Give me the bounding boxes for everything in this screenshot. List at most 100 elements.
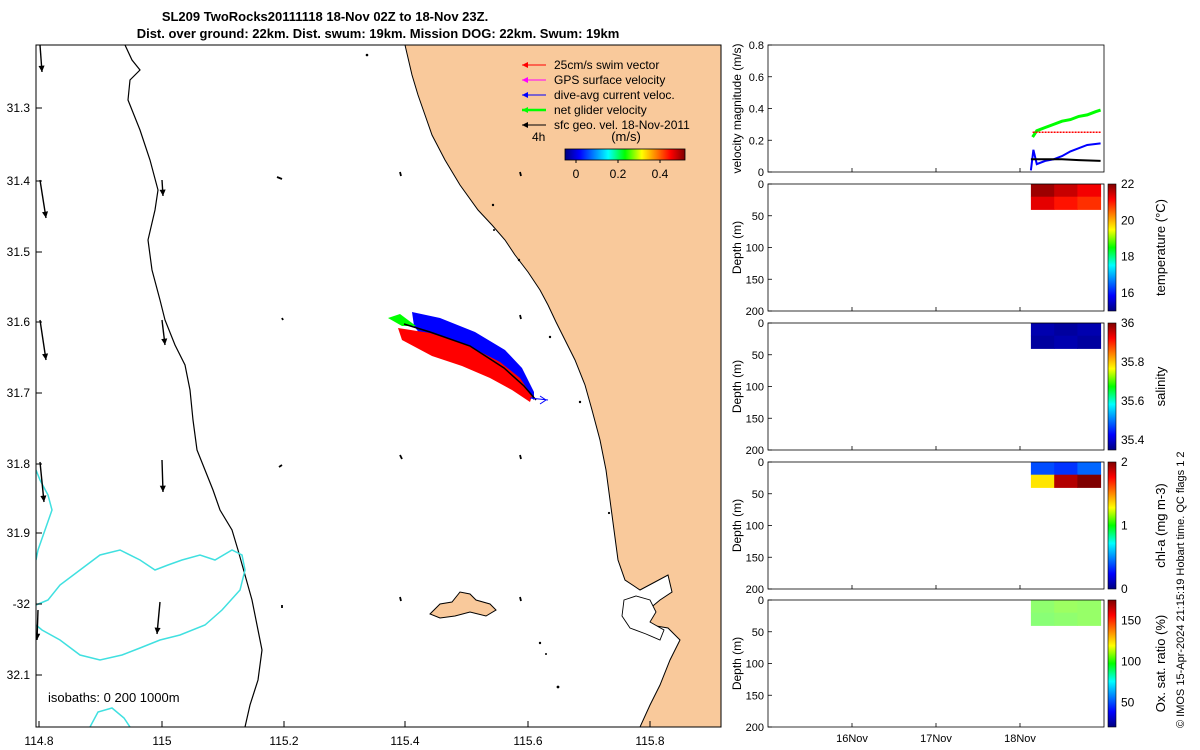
panel-y-tick-label: 200 xyxy=(746,445,764,457)
footer-credit: © IMOS 15-Apr-2024 21:15:19 Hobart time.… xyxy=(1175,451,1187,728)
section-panel: 50 100 150 Ox. sat. ratio (%) 0 50 100 150 200 De… xyxy=(730,595,1168,734)
legend-entry: GPS surface velocity xyxy=(522,73,665,87)
section-cell xyxy=(1054,474,1078,488)
map-y-tick-label: 32.1 xyxy=(7,668,31,682)
colorbar-tick-label: 1 xyxy=(1121,519,1128,533)
map-colorbar-tick-label: 0 xyxy=(573,167,580,181)
section-cell xyxy=(1054,184,1078,198)
geo-velocity-arrow xyxy=(39,461,47,503)
section-cell xyxy=(1030,323,1055,337)
map-frame xyxy=(35,44,722,728)
colorbar-tick-label: 16 xyxy=(1121,286,1135,300)
colorbar-tick-label: 35.6 xyxy=(1121,394,1145,408)
section-cell xyxy=(1077,323,1102,337)
coastline-land xyxy=(404,45,721,727)
geo-velocity-arrow-small xyxy=(519,171,522,177)
panel-y-tick-label: 50 xyxy=(752,350,764,362)
colorbar-tick-label: 100 xyxy=(1121,654,1141,668)
legend-entry: sfc geo. vel. 18-Nov-2011 xyxy=(522,118,690,132)
isobath-1000m-bottom xyxy=(89,707,131,727)
velocity-series xyxy=(1030,158,1101,162)
sfc-geo-velocity-arrows xyxy=(36,45,522,641)
panel-y-tick-label: 0 xyxy=(758,457,764,469)
section-cell xyxy=(1077,335,1102,349)
panel-y-tick-label: 100 xyxy=(746,243,764,255)
section-cell xyxy=(1077,196,1102,210)
estuary-water xyxy=(621,595,665,641)
legend-label: GPS surface velocity xyxy=(554,73,665,87)
map-x-tick-label: 115.6 xyxy=(513,734,542,748)
time-tick-label: 18Nov xyxy=(1004,733,1036,745)
map-x-tick-label: 115 xyxy=(152,734,171,748)
section-panel: 35.4 35.6 35.8 36 salinity 0 50 100 150 200 Depth … xyxy=(730,316,1168,457)
panel-y-tick-label: 150 xyxy=(746,413,764,425)
title-line-1: SL209 TwoRocks20111118 18-Nov 02Z to 18-… xyxy=(162,9,488,24)
section-cell xyxy=(1077,462,1102,476)
geo-velocity-arrow xyxy=(39,319,49,361)
map-y-tick-label: 31.3 xyxy=(7,101,31,115)
section-cell xyxy=(1054,196,1078,210)
map-x-tick-label: 115.2 xyxy=(269,734,298,748)
trajectory-line xyxy=(403,323,537,401)
legend-label: net glider velocity xyxy=(554,103,647,117)
map-colorbar-tick-label: 0.2 xyxy=(610,167,627,181)
section-cell xyxy=(1077,474,1102,488)
map-y-tick-label: 31.8 xyxy=(7,457,31,471)
panel-y-tick-label: 150 xyxy=(746,274,764,286)
isobaths-label: isobaths: 0 200 1000m xyxy=(48,690,180,705)
panel-y-label: velocity magnitude (m/s) xyxy=(730,43,744,173)
net-glider-velocity xyxy=(388,314,416,326)
map-x-axis: 114.8 115 115.2 115.4 115.6 115.8 xyxy=(24,721,665,748)
section-cell xyxy=(1030,462,1055,476)
map-y-tick-label: 31.5 xyxy=(7,245,31,259)
section-colorbar xyxy=(1107,322,1117,451)
panel-y-label: Depth (m) xyxy=(730,221,744,274)
map-colorbar-tick-label: 0.4 xyxy=(652,167,669,181)
panel-y-tick-label: 100 xyxy=(746,521,764,533)
panel-y-tick-label: 150 xyxy=(746,690,764,702)
legend-label: sfc geo. vel. 18-Nov-2011 xyxy=(554,118,690,132)
panel-y-label: Depth (m) xyxy=(730,637,744,690)
panel-y-tick-label: 50 xyxy=(752,211,764,223)
end-arrow xyxy=(529,395,549,405)
section-cell xyxy=(1054,600,1078,614)
colorbar-tick-label: 22 xyxy=(1121,177,1135,191)
section-cell xyxy=(1077,600,1102,614)
colorbar-tick-label: 50 xyxy=(1121,695,1135,709)
geo-velocity-arrow xyxy=(39,179,49,219)
panel-y-label: Depth (m) xyxy=(730,360,744,413)
panel-background xyxy=(768,45,1104,172)
geo-velocity-arrow-small xyxy=(278,464,283,468)
legend-entry: dive-avg current veloc. xyxy=(522,88,675,102)
section-colorbar xyxy=(1107,461,1117,590)
section-cell xyxy=(1077,184,1102,198)
geo-velocity-arrow xyxy=(159,179,166,197)
panel-y-tick-label: 0 xyxy=(758,595,764,607)
colorbar-label: Ox. sat. ratio (%) xyxy=(1153,615,1168,713)
map-x-tick-label: 114.8 xyxy=(24,734,53,748)
section-cell xyxy=(1030,184,1055,198)
geo-velocity-arrow xyxy=(154,601,161,635)
panel-y-tick-label: 200 xyxy=(746,306,764,318)
colorbar-tick-label: 0 xyxy=(1121,582,1128,596)
panel-y-tick-label: 0.6 xyxy=(749,72,764,84)
panel-y-tick-label: 100 xyxy=(746,659,764,671)
velocity-series xyxy=(1029,142,1101,171)
legend-entry: net glider velocity xyxy=(522,103,647,117)
geo-velocity-arrow-small xyxy=(519,596,522,602)
section-cell xyxy=(1077,612,1102,626)
panel-y-tick-label: 100 xyxy=(746,382,764,394)
isobath-200m xyxy=(124,45,263,727)
geo-velocity-arrow-small xyxy=(399,171,402,177)
section-panel: 16 18 20 22 temperature (°C) 0 50 100 150 200 Dept… xyxy=(730,177,1168,318)
colorbar-tick-label: 20 xyxy=(1121,213,1135,227)
colorbar-label: salinity xyxy=(1153,366,1168,406)
islets xyxy=(365,53,611,689)
section-cell xyxy=(1054,612,1078,626)
colorbar-prefix: 4h xyxy=(532,130,545,144)
time-tick-label: 16Nov xyxy=(836,733,868,745)
section-panel: 0 1 2 chl-a (mg m-3) 0 50 100 150 200 Depth (m) xyxy=(730,455,1168,596)
panel-y-tick-label: 0.8 xyxy=(749,40,764,52)
velocity-series xyxy=(1031,108,1102,138)
panel-y-tick-label: 50 xyxy=(752,627,764,639)
